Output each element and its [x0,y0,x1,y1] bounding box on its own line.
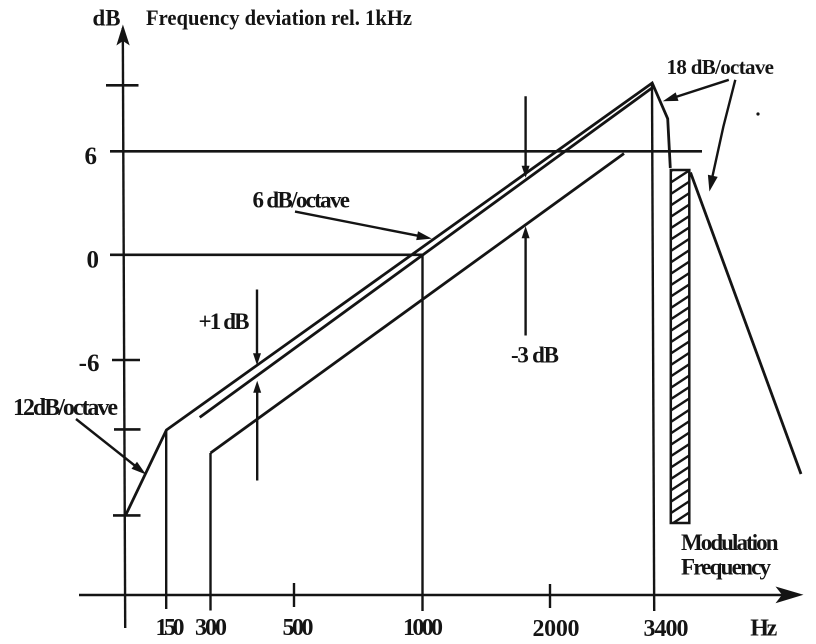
svg-text:150: 150 [156,615,185,641]
svg-text:2000: 2000 [533,616,580,642]
svg-text:Frequency: Frequency [681,555,772,580]
svg-text:-6: -6 [79,350,100,377]
svg-text:6: 6 [85,143,98,170]
svg-text:+1 dB: +1 dB [199,309,250,334]
svg-text:-3 dB: -3 dB [511,343,559,368]
svg-text:Frequency deviation rel. 1kHz: Frequency deviation rel. 1kHz [146,5,412,30]
svg-text:3400: 3400 [644,616,689,642]
svg-text:Modulation: Modulation [681,530,779,555]
svg-text:0: 0 [87,247,100,274]
svg-text:6 dB/octave: 6 dB/octave [253,188,351,213]
svg-text:18 dB/octave: 18 dB/octave [667,55,775,79]
svg-text:1000: 1000 [403,615,443,641]
svg-text:12dB/octave: 12dB/octave [13,395,118,421]
svg-text:Hz: Hz [750,616,777,642]
svg-text:500: 500 [283,615,314,641]
svg-text:300: 300 [195,615,227,641]
svg-text:dB: dB [93,6,121,31]
